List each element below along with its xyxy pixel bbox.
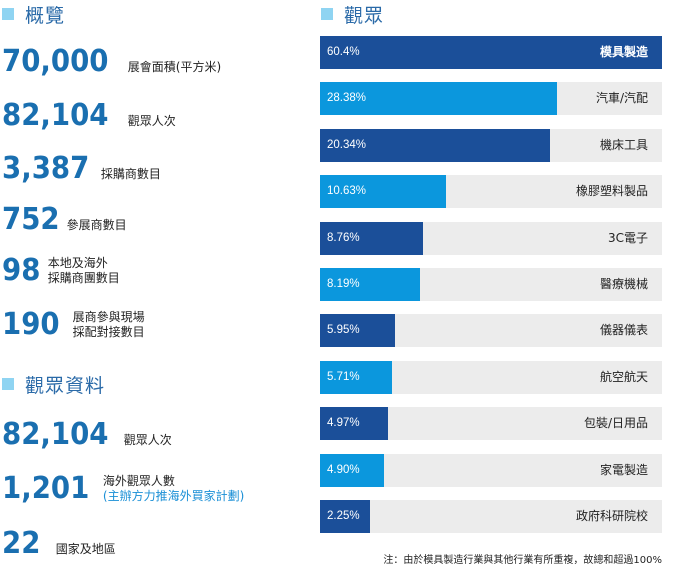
stat-label: 國家及地區 — [56, 542, 116, 557]
stat-label: 展商參與現場 採配對接數目 — [73, 310, 145, 340]
overview-title: 概覽 — [25, 4, 66, 27]
heading-marker-icon — [2, 8, 14, 20]
heading-marker-icon — [321, 8, 333, 20]
bar — [320, 221, 423, 255]
stat-label-line: 國家及地區 — [55, 542, 116, 556]
bar — [320, 407, 389, 441]
bar-category-label: 橡膠塑料製品 — [575, 184, 648, 199]
stat-label: 展會面積(平方米) — [128, 60, 221, 75]
stat-label-line: 觀眾人次 — [127, 114, 176, 128]
stat-value: 82,104 — [2, 417, 109, 452]
stat-countries: 22 國家及地區 — [2, 527, 116, 561]
stat-label-line: 參展商數目 — [66, 218, 127, 232]
stat-label: 參展商數目 — [67, 218, 127, 233]
chart-heading: 觀眾 — [321, 0, 384, 28]
bar-row: 28.38% 汽車/汽配 — [320, 82, 662, 116]
bar-row: 10.63% 橡膠塑料製品 — [320, 175, 662, 209]
bar-row: 4.97% 包裝/日用品 — [320, 407, 662, 441]
stat-exhibitors: 752 參展商數目 — [2, 203, 127, 237]
bar — [320, 36, 662, 69]
bar — [320, 175, 446, 209]
stat-label-line: 採配對接數目 — [72, 325, 145, 339]
stat-visitors: 82,104 觀眾人次 — [2, 99, 176, 133]
bar-value-label: 4.97% — [327, 417, 360, 430]
bar-category-label: 儀器儀表 — [599, 323, 648, 338]
bar-value-label: 5.71% — [327, 370, 360, 383]
visitor-info-heading: 觀眾資料 — [2, 370, 105, 398]
chart-title: 觀眾 — [344, 4, 385, 27]
bar-row: 8.19% 醫療機械 — [320, 268, 662, 301]
bar-row: 4.90% 家電製造 — [320, 453, 662, 487]
bar-row: 5.95% 儀器儀表 — [320, 314, 662, 348]
bar-category-label: 醫療機械 — [599, 277, 648, 291]
stat-buyers: 3,387 採購商數目 — [2, 152, 161, 186]
bar-value-label: 8.19% — [327, 278, 360, 290]
chart-footnote: 注：由於模具製造行業與其他行業有所重複，故總和超過100% — [383, 555, 662, 566]
bar-category-label: 汽車/汽配 — [595, 91, 648, 106]
stat-label: 觀眾人次 — [124, 433, 172, 448]
bar-value-label: 5.95% — [327, 324, 360, 337]
stat-value: 190 — [2, 307, 60, 342]
stat-label: 觀眾人次 — [128, 114, 176, 129]
bar-value-label: 28.38% — [327, 92, 367, 105]
stat-label-line: 觀眾人次 — [123, 433, 172, 447]
bar — [320, 453, 384, 487]
heading-marker-icon — [2, 378, 14, 390]
bar-category-label: 家電製造 — [599, 462, 648, 477]
bar-row: 20.34% 機床工具 — [320, 128, 662, 162]
bar-value-label: 60.4% — [327, 46, 360, 58]
bar-row: 5.71% 航空航天 — [320, 360, 662, 394]
stat-overseas-visitors: 1,201 海外觀眾人數 (主辦方力推海外買家計劃) — [2, 472, 244, 506]
bar-row: 60.4% 模具製造 — [320, 36, 662, 69]
stat-value: 752 — [2, 202, 60, 237]
bar — [320, 268, 420, 301]
bar-value-label: 20.34% — [327, 138, 367, 151]
bar — [320, 500, 370, 533]
overview-heading: 概覽 — [2, 0, 65, 28]
bar-value-label: 2.25% — [327, 510, 360, 522]
bar-value-label: 4.90% — [327, 463, 360, 476]
visitor-info-title: 觀眾資料 — [25, 374, 106, 397]
bar-value-label: 8.76% — [327, 231, 360, 244]
stat-label: 本地及海外 採購商團數目 — [48, 256, 120, 286]
stat-label: 採購商數目 — [101, 167, 161, 182]
stat-value: 82,104 — [2, 98, 109, 133]
bar-category-label: 3C電子 — [607, 230, 648, 245]
stat-sub-label: (主辦方力推海外買家計劃) — [102, 489, 245, 503]
bar — [320, 314, 395, 348]
stat-value: 1,201 — [2, 471, 90, 506]
bar — [320, 128, 551, 162]
bar-category-label: 包裝/日用品 — [583, 416, 648, 431]
bar-row: 2.25% 政府科研院校 — [320, 500, 662, 533]
stat-label-line: 海外觀眾人數 — [102, 474, 175, 488]
stat-label-line: 採購商數目 — [100, 167, 161, 181]
stat-label-line: 展會面積(平方米) — [127, 60, 222, 74]
stat-buyer-groups: 98 本地及海外 採購商團數目 — [2, 254, 120, 288]
stat-value: 3,387 — [2, 151, 90, 186]
bar-category-label: 機床工具 — [599, 137, 648, 152]
bar-value-label: 10.63% — [327, 185, 367, 198]
stat-exhibition-area: 70,000 展會面積(平方米) — [2, 45, 221, 79]
stat-value: 98 — [2, 253, 41, 288]
bar-category-label: 航空航天 — [599, 369, 648, 384]
stat-label: 海外觀眾人數 (主辦方力推海外買家計劃) — [103, 474, 244, 504]
bar-category-label: 政府科研院校 — [575, 509, 648, 523]
stat-visitor-count: 82,104 觀眾人次 — [2, 418, 172, 452]
stat-label-line: 本地及海外 — [47, 256, 108, 270]
stat-label-line: 展商參與現場 — [72, 310, 145, 324]
stat-label-line: 採購商團數目 — [47, 271, 120, 285]
bar — [320, 360, 393, 394]
stat-value: 22 — [2, 526, 41, 561]
bar — [320, 82, 557, 116]
bar-category-label: 模具製造 — [599, 45, 648, 59]
stat-value: 70,000 — [2, 44, 109, 79]
stat-matchmaking: 190 展商參與現場 採配對接數目 — [2, 308, 145, 342]
bar-row: 8.76% 3C電子 — [320, 221, 662, 255]
